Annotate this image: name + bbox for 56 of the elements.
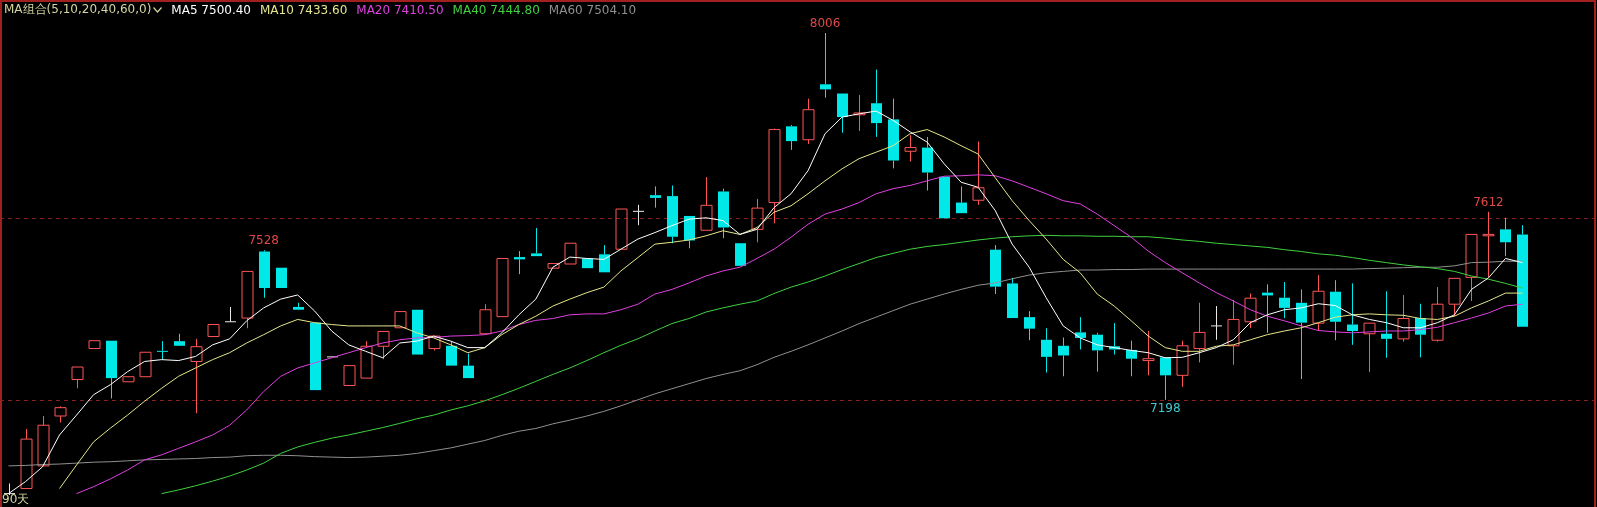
text: MA10 7433.60 [260, 2, 348, 17]
candlestick [259, 251, 270, 299]
candlestick [922, 136, 933, 192]
candlestick [1058, 336, 1069, 377]
candlestick [667, 184, 678, 244]
candlestick [888, 98, 899, 169]
annotation: 8006 [809, 16, 841, 31]
candlestick [1024, 310, 1035, 341]
annotation: 7198 [1149, 400, 1181, 415]
candlestick [157, 340, 168, 361]
candlestick [1381, 290, 1392, 359]
candlestick [972, 141, 985, 206]
candlestick [360, 340, 373, 379]
text: MA20 7410.50 [356, 2, 444, 17]
candlestick [531, 227, 542, 257]
candlestick [904, 134, 917, 162]
candlestick [1075, 316, 1086, 350]
candlestick [786, 126, 797, 151]
candlestick [871, 69, 882, 138]
candlestick [1279, 281, 1290, 319]
text: MA40 7444.80 [452, 2, 540, 17]
candlestick [190, 338, 203, 414]
annotation: 7528 [248, 233, 279, 248]
candlestick [632, 204, 645, 226]
candlestick [1397, 294, 1410, 343]
candlestick [853, 94, 866, 132]
candlestick [1142, 330, 1155, 376]
candlestick [1041, 327, 1052, 374]
candlestick [1482, 211, 1495, 278]
candlestick [768, 129, 781, 224]
candlestick [820, 32, 831, 99]
annotation: 90天 [2, 492, 30, 507]
candlestick [1160, 357, 1171, 401]
text: MA5 7500.40 [171, 2, 251, 17]
candlestick [463, 353, 474, 379]
candlestick [37, 415, 50, 467]
candlestick [293, 302, 304, 310]
candlestick [1347, 282, 1358, 346]
candlestick [1210, 305, 1223, 341]
annotation: 7612 [1473, 194, 1504, 209]
candlestick [20, 428, 33, 490]
candlestick [837, 93, 848, 134]
legend-title: MA组合(5,10,20,40,60,0) [4, 1, 152, 18]
candlestick [1330, 279, 1341, 341]
candlestick [1363, 322, 1376, 373]
text: MA60 7504.10 [548, 2, 637, 17]
candlestick [1296, 288, 1307, 380]
candlestick [956, 185, 967, 214]
candlestick [1500, 217, 1511, 257]
candlestick [1126, 340, 1137, 377]
candlestick [650, 185, 661, 209]
candlestick [224, 306, 237, 323]
candlestick [599, 244, 610, 273]
candlestick [1517, 224, 1528, 327]
candlestick [990, 244, 1001, 295]
candlestick [174, 333, 185, 346]
